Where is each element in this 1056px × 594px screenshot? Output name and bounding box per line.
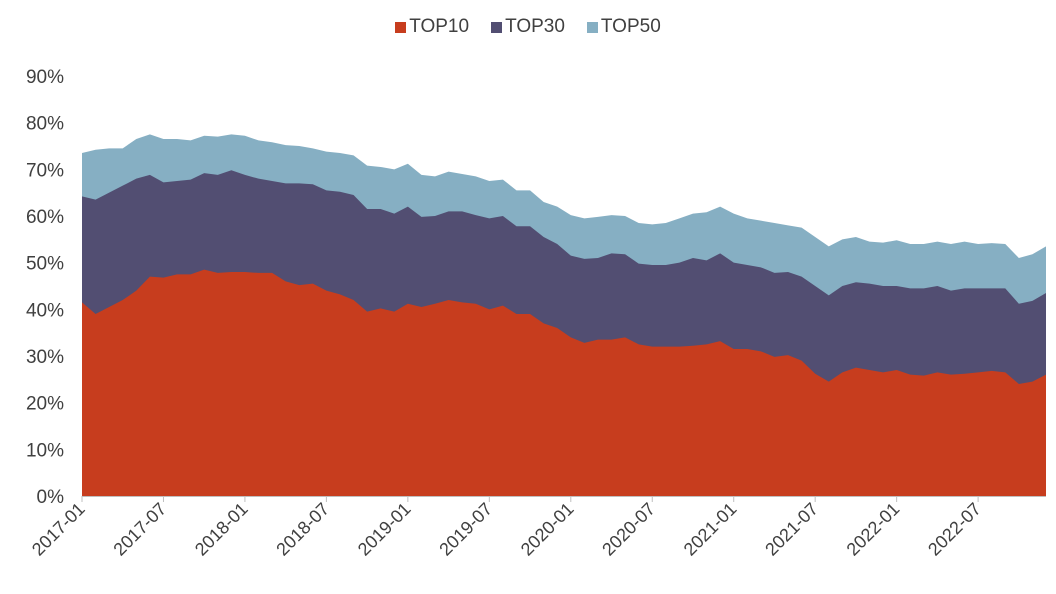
chart-areas xyxy=(82,134,1046,496)
x-tick-label: 2018-07 xyxy=(272,499,333,560)
y-tick-label: 20% xyxy=(26,394,64,415)
y-tick-label: 40% xyxy=(26,300,64,321)
legend-item-top10: TOP10 xyxy=(395,16,469,38)
y-tick-label: 50% xyxy=(26,254,64,275)
legend-swatch-top50 xyxy=(586,21,598,33)
x-axis: 2017-01 2017-07 2018-01 2018-07 2019-01 2019-… xyxy=(28,496,1046,560)
x-tick-label: 2020-01 xyxy=(517,499,578,560)
area-top10 xyxy=(82,269,1046,496)
x-tick-label: 2022-07 xyxy=(924,499,985,560)
y-tick-label: 10% xyxy=(26,440,64,461)
y-tick-label: 30% xyxy=(26,347,64,368)
legend-label-top10: TOP10 xyxy=(409,16,470,37)
legend-swatch-top10 xyxy=(395,21,407,33)
chart-legend: TOP10 TOP30 TOP50 xyxy=(0,16,1056,38)
y-tick-label: 80% xyxy=(26,114,64,135)
y-tick-label: 90% xyxy=(26,67,64,88)
legend-label-top30: TOP30 xyxy=(505,16,565,37)
legend-swatch-top30 xyxy=(491,21,503,33)
y-tick-label: 0% xyxy=(37,487,65,508)
x-tick-label: 2022-01 xyxy=(843,499,904,560)
y-axis: 0% 10% 20% 30% 40% 50% 60% 70% 80% 90% xyxy=(26,67,64,508)
x-tick-label: 2017-07 xyxy=(109,499,170,560)
y-tick-label: 70% xyxy=(26,160,64,181)
x-tick-label: 2020-07 xyxy=(598,499,659,560)
x-tick-label: 2019-01 xyxy=(354,499,415,560)
x-tick-label: 2021-07 xyxy=(761,499,822,560)
x-tick-label: 2021-01 xyxy=(680,499,741,560)
x-tick-label: 2019-07 xyxy=(435,499,496,560)
y-tick-label: 60% xyxy=(26,207,64,228)
legend-item-top50: TOP50 xyxy=(586,16,661,38)
legend-item-top30: TOP30 xyxy=(491,16,565,38)
x-tick-label: 2018-01 xyxy=(191,499,252,560)
legend-label-top50: TOP50 xyxy=(600,16,661,37)
